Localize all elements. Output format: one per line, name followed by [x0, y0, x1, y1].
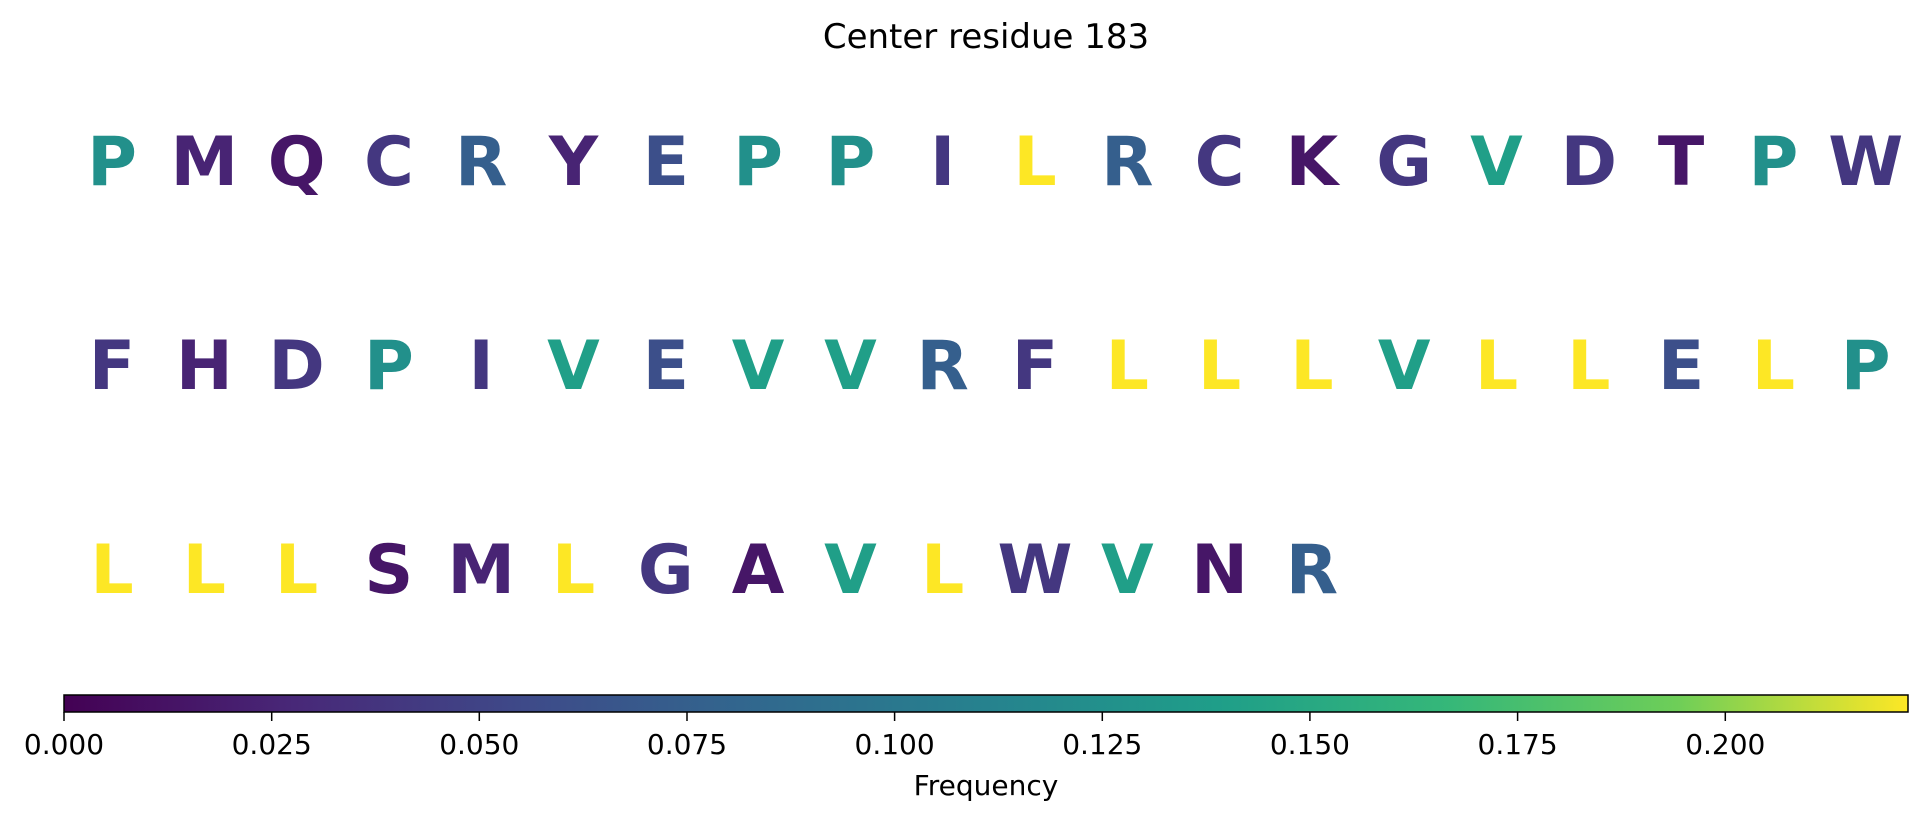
residue-letter: K: [1286, 123, 1341, 202]
residue-letter: V: [547, 327, 600, 406]
residue-letter: E: [1658, 327, 1704, 406]
residue-letter: P: [1748, 123, 1798, 202]
residue-letter: R: [917, 327, 969, 406]
colorbar-outline: [63, 694, 1909, 713]
residue-letter: D: [268, 327, 324, 406]
colorbar-tick-label: 0.150: [1270, 728, 1350, 761]
residue-letter: I: [930, 123, 955, 202]
residue-letter: M: [170, 123, 238, 202]
residue-letter: Y: [548, 123, 599, 202]
colorbar-tick-label: 0.175: [1478, 728, 1558, 761]
residue-letter: L: [1013, 123, 1056, 202]
residue-letter: H: [176, 327, 233, 406]
residue-letter: I: [469, 327, 494, 406]
residue-letter: V: [1101, 531, 1154, 610]
residue-letter: L: [1475, 327, 1518, 406]
colorbar-label: Frequency: [914, 769, 1059, 802]
residue-letter: L: [552, 531, 595, 610]
residue-letter: P: [825, 123, 875, 202]
colorbar-gradient: [64, 695, 1908, 712]
residue-letter: V: [824, 531, 877, 610]
residue-letter: L: [275, 531, 318, 610]
residue-letter: V: [824, 327, 877, 406]
chart-title: Center residue 183: [823, 17, 1149, 57]
residue-letter: C: [364, 123, 414, 202]
residue-letter: P: [364, 327, 414, 406]
residue-letter: T: [1658, 123, 1705, 202]
residue-letter: L: [1198, 327, 1241, 406]
residue-letter: E: [643, 327, 689, 406]
colorbar: 0.000 0.025 0.050 0.075 0.100 0.125 0.150 0.175…: [24, 694, 1909, 802]
colorbar-tick-label: 0.025: [232, 728, 312, 761]
residue-letter: A: [732, 531, 785, 610]
colorbar-tick-label: 0.050: [439, 728, 519, 761]
residue-letter: P: [87, 123, 137, 202]
residue-letter: F: [89, 327, 135, 406]
residue-letter: V: [732, 327, 785, 406]
residue-letter: P: [733, 123, 783, 202]
residue-letter: L: [183, 531, 226, 610]
residue-letter: N: [1191, 531, 1248, 610]
residue-letter: D: [1561, 123, 1617, 202]
residue-letter: F: [1012, 327, 1058, 406]
residue-letter: M: [447, 531, 515, 610]
colorbar-tick-label: 0.200: [1685, 728, 1765, 761]
residue-letter: P: [1841, 327, 1891, 406]
residue-letter: C: [1195, 123, 1245, 202]
residue-letter: E: [643, 123, 689, 202]
colorbar-tick-label: 0.100: [855, 728, 935, 761]
residue-grid: P M Q C R Y E P P I L R C K G V D T P WF H D P I V E V V R F L L L V L L E L P…: [87, 123, 1903, 610]
residue-letter: W: [997, 531, 1072, 610]
residue-letter: L: [1106, 327, 1149, 406]
residue-letter: R: [455, 123, 507, 202]
residue-letter: W: [1828, 123, 1903, 202]
residue-letter: V: [1378, 327, 1431, 406]
residue-letter: L: [90, 531, 133, 610]
residue-letter: R: [1101, 123, 1153, 202]
residue-letter: Q: [268, 123, 326, 202]
residue-letter: L: [1752, 327, 1795, 406]
colorbar-tick-label: 0.125: [1062, 728, 1142, 761]
colorbar-tick-label: 0.000: [24, 728, 104, 761]
residue-letter: L: [1567, 327, 1610, 406]
residue-letter: G: [638, 531, 694, 610]
residue-letter: V: [1470, 123, 1523, 202]
residue-letter: L: [921, 531, 964, 610]
residue-letter: G: [1376, 123, 1432, 202]
colorbar-tick-label: 0.075: [647, 728, 727, 761]
residue-letter: S: [364, 531, 413, 610]
colorbar-ticks: 0.000 0.025 0.050 0.075 0.100 0.125 0.150 0.175…: [24, 712, 1765, 761]
residue-letter: L: [1290, 327, 1333, 406]
residue-letter: R: [1286, 531, 1338, 610]
